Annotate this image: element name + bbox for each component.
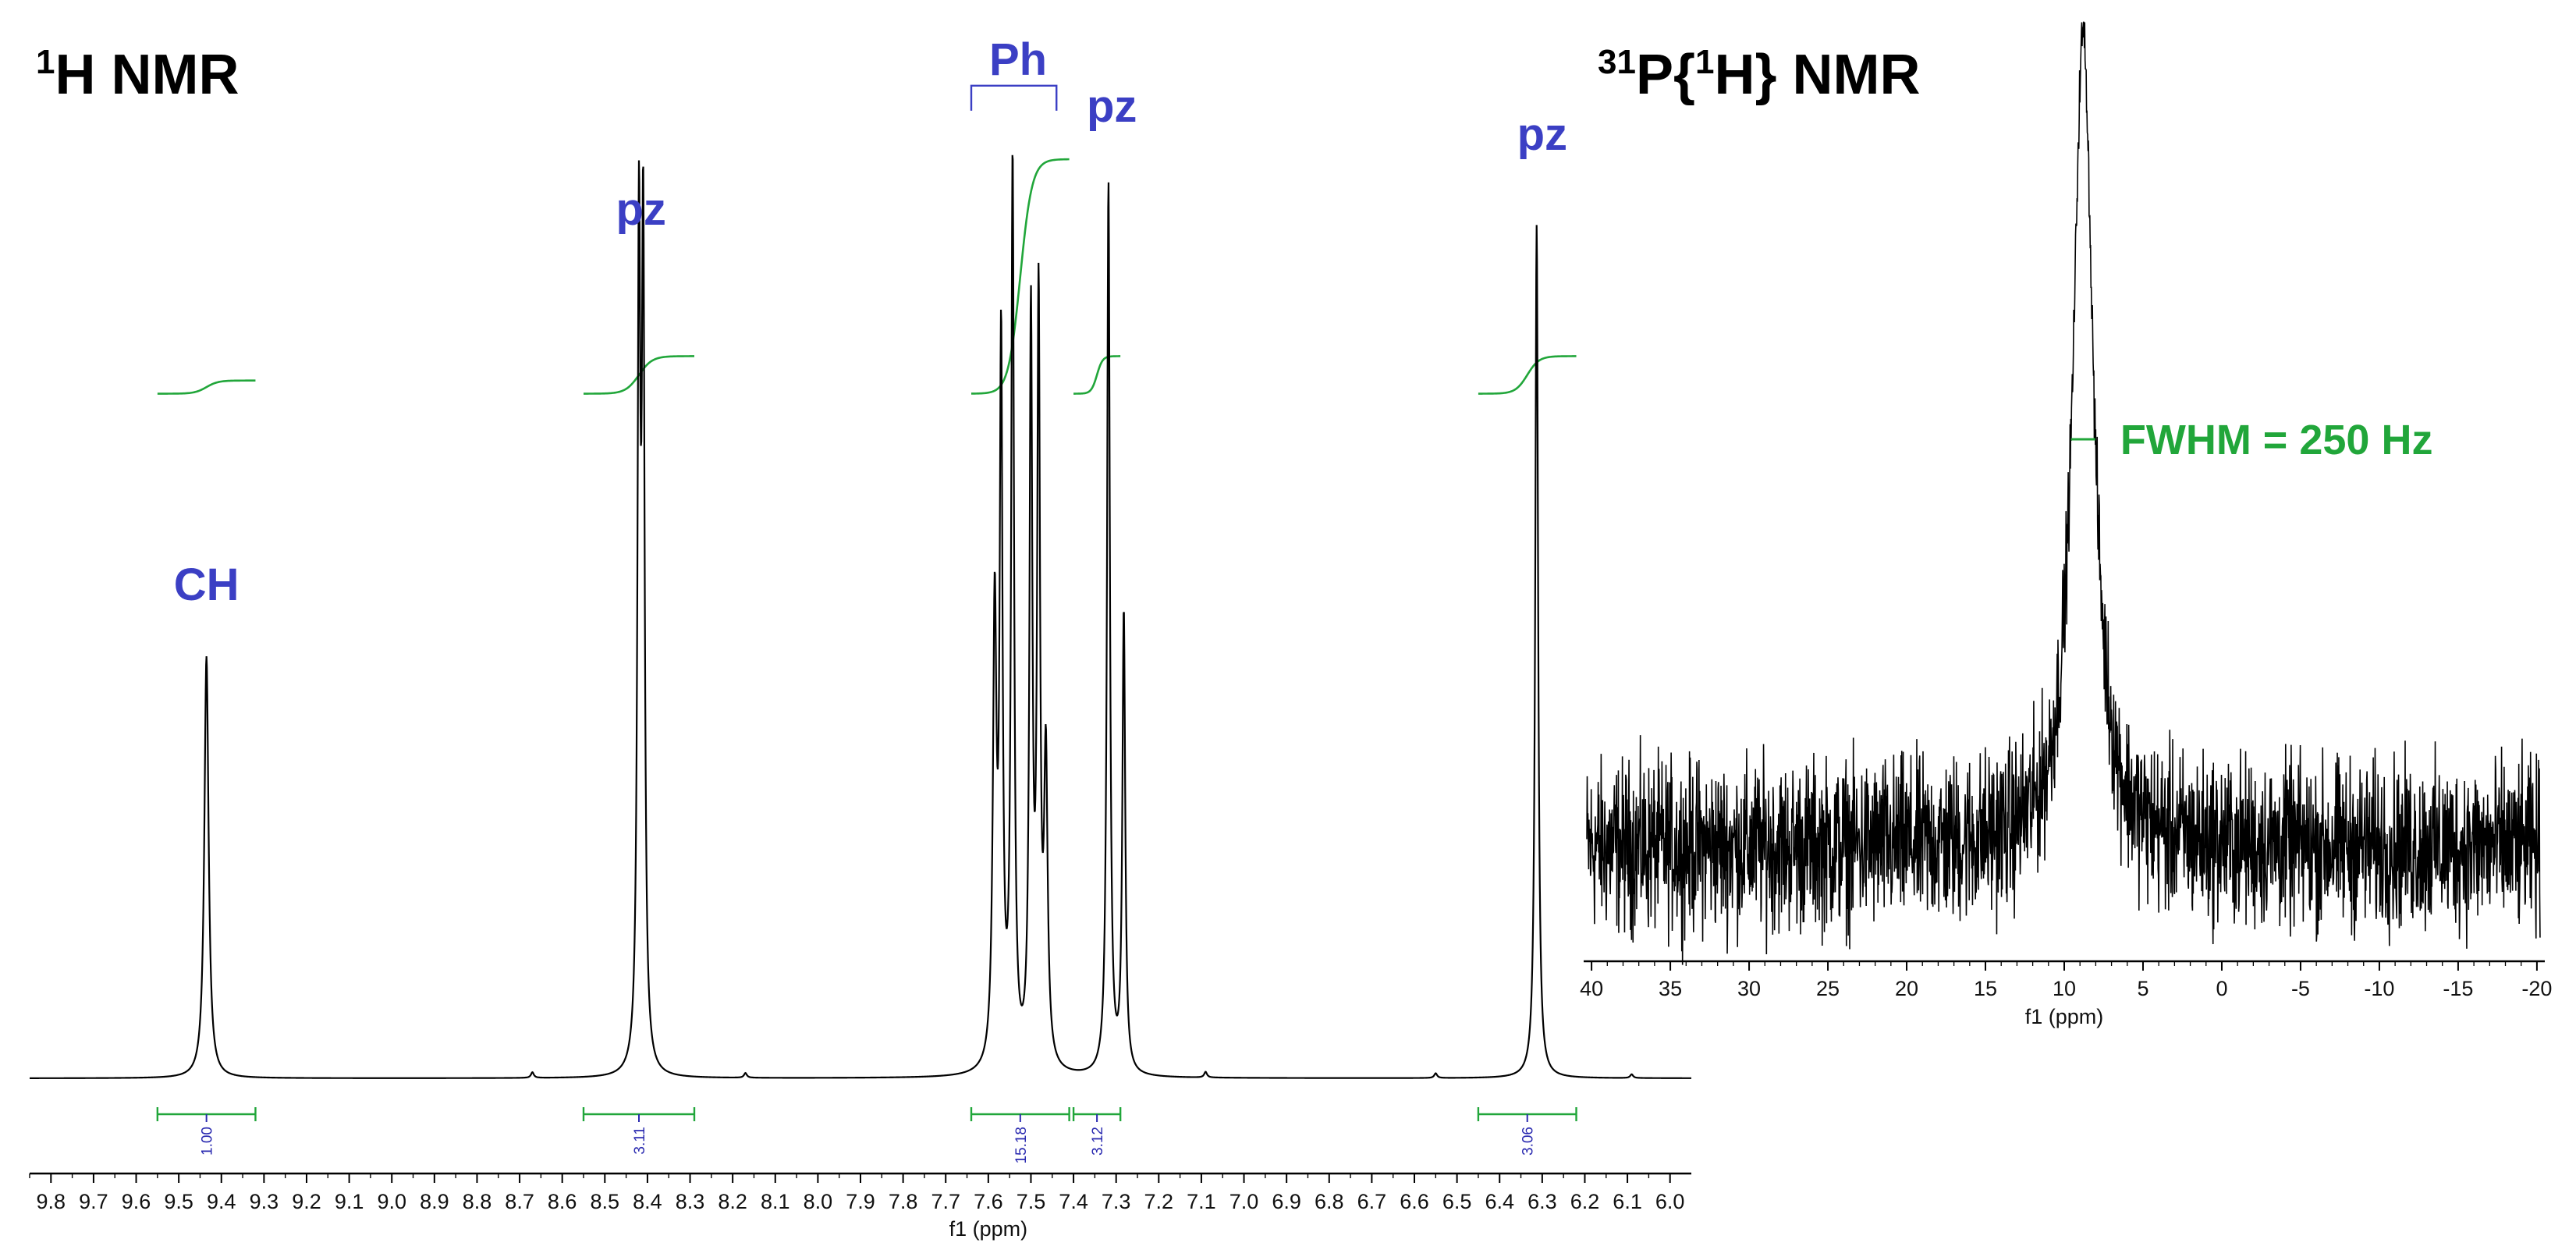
x-tick-label: 7.5	[1017, 1190, 1046, 1213]
x-tick-label: 6.1	[1613, 1190, 1642, 1213]
proton-spectrum-trace	[30, 154, 1692, 1079]
x-tick-label: 7.7	[931, 1190, 960, 1213]
x-tick-label: -15	[2443, 977, 2473, 1000]
x-tick-label: 6.2	[1570, 1190, 1600, 1213]
x-tick-label: 8.9	[420, 1190, 449, 1213]
phosphorus-spectrum-trace	[1586, 21, 2541, 965]
x-tick-label: 6.3	[1528, 1190, 1557, 1213]
x-tick-label: 7.0	[1229, 1190, 1259, 1213]
peak-label: Ph	[989, 34, 1047, 85]
phosphorus-title-sup-31: 31	[1598, 43, 1636, 81]
x-tick-label: 6.9	[1272, 1190, 1301, 1213]
x-tick-label: -20	[2521, 977, 2552, 1000]
x-tick-label: 6.6	[1400, 1190, 1429, 1213]
x-tick-label: 10	[2053, 977, 2076, 1000]
phosphorus-nmr-title: 31P{1H} NMR	[1598, 43, 1920, 106]
x-tick-label: 5	[2137, 977, 2148, 1000]
x-tick-label: 9.3	[250, 1190, 279, 1213]
proton-nmr-title: 1H NMR	[36, 43, 239, 106]
x-tick-label: 9.5	[164, 1190, 193, 1213]
x-tick-label: 25	[1816, 977, 1840, 1000]
x-tick-label: 7.4	[1059, 1190, 1088, 1213]
x-tick-label: 8.7	[505, 1190, 534, 1213]
x-tick-label: 35	[1659, 977, 1682, 1000]
proton-integral-curves	[157, 158, 1577, 395]
x-tick-label: 9.6	[122, 1190, 151, 1213]
integral-value-label: 3.11	[632, 1127, 648, 1155]
x-tick-label: 8.2	[718, 1190, 747, 1213]
integral-curve	[157, 379, 256, 395]
x-tick-label: 15	[1974, 977, 1997, 1000]
x-tick-label: 6.5	[1442, 1190, 1472, 1213]
phosphorus-title-sup-1: 1	[1695, 43, 1714, 81]
proton-title-superscript: 1	[36, 43, 55, 81]
x-tick-label: 6.8	[1315, 1190, 1344, 1213]
phosphorus-nmr-panel: 31P{1H} NMR FWHM = 250 Hz 40 35 30 25 20 15 10…	[1580, 21, 2552, 1028]
x-tick-label: 6.4	[1485, 1190, 1514, 1213]
integral-value-label: 1.00	[200, 1127, 216, 1156]
integral-curve	[1073, 355, 1121, 395]
peak-label: pz	[616, 184, 666, 235]
integral-value-label: 15.18	[1013, 1127, 1030, 1164]
x-tick-label: 9.4	[207, 1190, 236, 1213]
peak-label: CH	[174, 559, 240, 610]
x-tick-label: 9.7	[79, 1190, 108, 1213]
x-tick-label: 20	[1895, 977, 1918, 1000]
x-tick-label: 9.8	[37, 1190, 66, 1213]
integral-curve	[584, 355, 694, 395]
peak-label: pz	[1087, 81, 1137, 132]
x-tick-label: 9.2	[292, 1190, 321, 1213]
fwhm-label: FWHM = 250 Hz	[2120, 417, 2433, 463]
x-tick-label: 8.3	[676, 1190, 705, 1213]
x-tick-label: 6.0	[1655, 1190, 1685, 1213]
x-tick-label: 9.1	[335, 1190, 364, 1213]
x-tick-label: 7.3	[1102, 1190, 1131, 1213]
x-tick-label: 7.8	[889, 1190, 918, 1213]
x-tick-label: 7.2	[1144, 1190, 1174, 1213]
proton-title-main: H NMR	[55, 44, 239, 106]
phosphorus-x-ticks: 40 35 30 25 20 15 10 5 0 -5 -10 -15 -20	[1580, 961, 2552, 1000]
phosphorus-title-end: H} NMR	[1714, 44, 1920, 106]
integral-curve	[1478, 355, 1577, 395]
x-tick-label: -5	[2291, 977, 2310, 1000]
x-tick-label: 6.7	[1357, 1190, 1387, 1213]
x-tick-label: 7.9	[846, 1190, 875, 1213]
integral-value-label: 3.06	[1520, 1127, 1537, 1156]
x-tick-label: -10	[2364, 977, 2394, 1000]
x-tick-label: 8.4	[633, 1190, 662, 1213]
x-tick-label: 7.1	[1187, 1190, 1216, 1213]
x-tick-label: 8.6	[548, 1190, 577, 1213]
x-tick-label: 8.0	[804, 1190, 833, 1213]
proton-x-axis-label: f1 (ppm)	[949, 1217, 1028, 1241]
x-tick-label: 30	[1737, 977, 1761, 1000]
phosphorus-title-p: P{	[1636, 44, 1695, 106]
phenyl-bracket	[970, 84, 1058, 111]
x-tick-label: 9.0	[377, 1190, 406, 1213]
proton-integral-values: 1.00 3.11 15.18 3.12 3.06	[156, 1107, 1577, 1164]
x-tick-label: 7.6	[974, 1190, 1003, 1213]
x-tick-label: 0	[2216, 977, 2227, 1000]
peak-label: pz	[1517, 109, 1567, 160]
x-tick-label: 8.1	[761, 1190, 790, 1213]
x-tick-label: 40	[1580, 977, 1603, 1000]
x-tick-label: 8.8	[463, 1190, 492, 1213]
x-tick-label: 8.5	[591, 1190, 620, 1213]
phosphorus-x-axis-label: f1 (ppm)	[2025, 1005, 2104, 1028]
proton-x-ticks: 9.8 9.7 9.6 9.5 9.4 9.3 9.2 9.1 9.0 8.9 8.8 8.7 8.6 8…	[29, 1174, 1685, 1213]
integral-curve	[970, 158, 1070, 395]
integral-value-label: 3.12	[1090, 1127, 1106, 1156]
